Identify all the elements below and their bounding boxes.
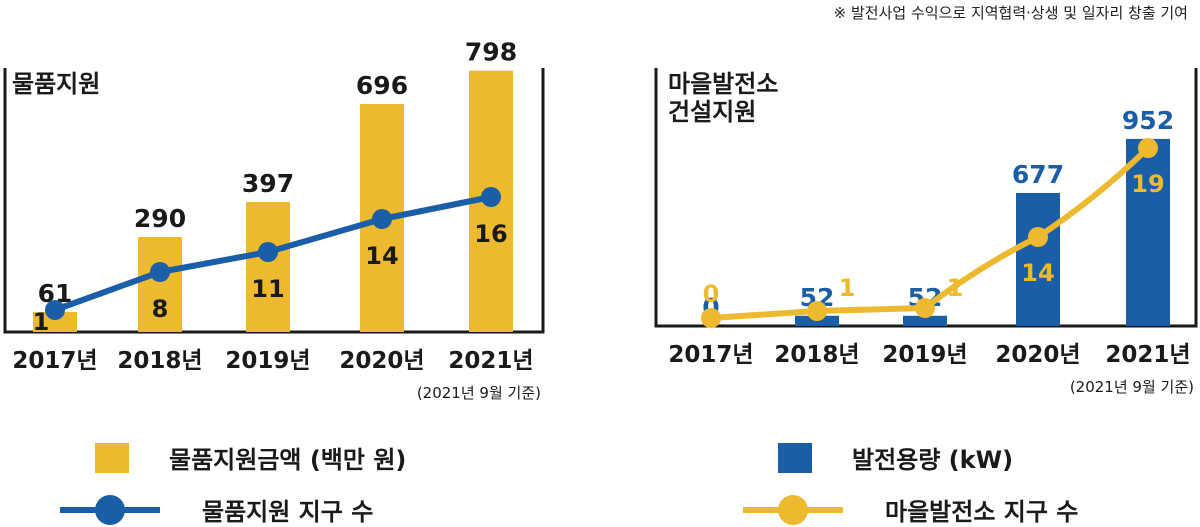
line-point [258,242,278,262]
x-tick-label: 2017년 [668,342,753,368]
legend-label: 발전용량 (kW) [852,446,1014,474]
chart-title-line: 마을발전소 [668,70,778,98]
footnote: ※ 발전사업 수익으로 지역협력·상생 및 일자리 창출 기여 [833,4,1188,22]
line-point [481,187,501,207]
chart-title-line: 건설지원 [668,98,756,126]
legend-label: 마을발전소 지구 수 [885,498,1079,526]
legend-swatch-bar [778,442,812,473]
line-point [1028,227,1048,247]
x-tick-label: 2020년 [995,342,1080,368]
x-tick-label: 2018년 [117,348,202,374]
legend-label: 물품지원금액 (백만 원) [169,446,407,474]
x-tick-label: 2021년 [1105,342,1190,368]
bar [246,201,290,332]
bar-value-label: 397 [242,169,294,198]
line-point [701,308,721,328]
x-tick-label: 2017년 [12,348,97,374]
bar-value-label: 677 [1012,160,1064,189]
x-tick-label: 2020년 [339,348,424,374]
line-value-label: 19 [1131,170,1164,198]
legend-item-capacity: 발전용량 (kW) [778,440,1013,475]
line-value-label: 8 [152,295,169,323]
legend-swatch-line [743,494,843,525]
line-value-label: 16 [474,220,507,248]
line-value-label: 0 [703,280,720,308]
chart-title: 마을발전소 건설지원 [668,70,778,126]
bar [138,237,182,332]
line-value-label: 1 [947,274,964,302]
line-value-label: 14 [365,242,398,270]
axis-note: (2021년 9월 기준) [417,384,541,402]
line-point [372,209,392,229]
legend-item-village-plants: 마을발전소 지구 수 [743,492,1078,527]
x-tick-label: 2019년 [225,348,310,374]
line-point [915,298,935,318]
bar [903,315,947,326]
bar-value-label: 798 [465,38,517,67]
line-value-label: 1 [33,308,50,336]
line-point [1138,138,1158,158]
legend-item-districts: 물품지원 지구 수 [60,492,373,527]
chart-title: 물품지원 [12,70,100,98]
bar-value-label: 290 [134,204,186,233]
bar [1016,192,1060,326]
x-tick-label: 2021년 [448,348,533,374]
line-value-label: 14 [1021,259,1054,287]
bar-value-label: 696 [356,71,408,100]
bar [1126,138,1170,326]
line-point [807,301,827,321]
x-tick-label: 2018년 [774,342,859,368]
axis-note: (2021년 9월 기준) [1070,378,1194,396]
legend-swatch-bar [95,442,129,473]
bar [33,312,77,332]
legend-swatch-line [60,494,160,525]
line-point [45,300,65,320]
x-tick-label: 2019년 [882,342,967,368]
legend-label: 물품지원 지구 수 [202,498,374,526]
bar-value-label: 952 [1122,106,1174,135]
chart-title-line: 물품지원 [12,70,100,98]
line-value-label: 1 [839,274,856,302]
line-value-label: 11 [251,275,284,303]
legend-item-amount: 물품지원금액 (백만 원) [95,440,406,475]
line-point [150,262,170,282]
